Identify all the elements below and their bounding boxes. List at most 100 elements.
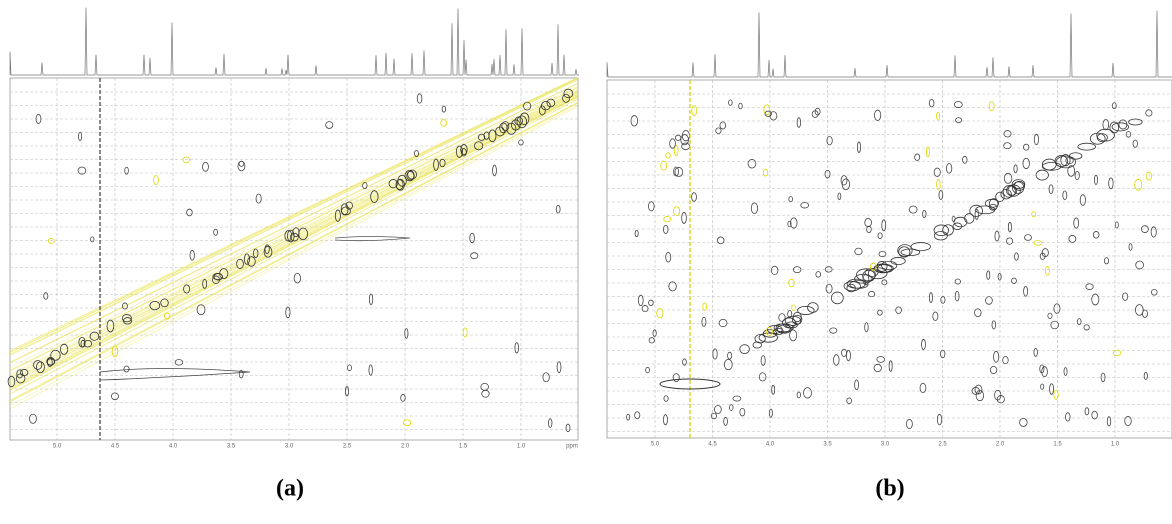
- x-tick-label: 1.0: [1111, 442, 1120, 448]
- cross-peak: [919, 382, 927, 394]
- cross-peak: [189, 250, 195, 261]
- diagonal-peak: [1077, 142, 1097, 151]
- cross-peak: [212, 275, 220, 284]
- x-tick-label: 1.5: [459, 444, 468, 450]
- cross-peak: [1084, 407, 1090, 416]
- diagonal-peak: [873, 263, 893, 274]
- cross-peak: [634, 229, 639, 238]
- diagonal-peak: [797, 305, 815, 315]
- diagonal-peak: [433, 158, 439, 171]
- cross-peak: [77, 166, 87, 175]
- diagonal-peak: [562, 93, 570, 103]
- cross-peak: [763, 104, 771, 116]
- cross-peak: [674, 167, 684, 177]
- diagonal-peak: [1096, 128, 1115, 142]
- cross-peak: [1024, 234, 1032, 241]
- cross-peak: [908, 205, 918, 214]
- cross-peak: [768, 408, 773, 418]
- contour: [99, 368, 251, 381]
- diagonal-peak: [121, 314, 132, 323]
- cross-peak: [682, 358, 687, 366]
- x-tick-label: 4.0: [766, 442, 775, 448]
- cross-peak: [1053, 389, 1059, 400]
- cross-peak: [1150, 226, 1157, 238]
- diagonal-peak: [236, 258, 244, 269]
- cross-peak: [914, 153, 921, 161]
- cross-peak: [665, 252, 672, 263]
- cross-peak: [1145, 109, 1153, 117]
- cross-peak: [1108, 177, 1114, 190]
- diagonal-peak: [460, 144, 468, 156]
- diagonal-peak: [807, 302, 819, 313]
- cross-peak: [1003, 142, 1012, 150]
- panel-caption: (a): [276, 476, 304, 502]
- diagonal-peak: [183, 284, 191, 294]
- diagonal-peak: [16, 369, 24, 379]
- cross-peak: [480, 382, 489, 391]
- cross-peak: [440, 119, 448, 127]
- diagonal-contour: [9, 104, 579, 406]
- x-tick-label: 2.5: [343, 444, 352, 450]
- diagonal-peak: [439, 158, 446, 168]
- cross-peak: [1033, 133, 1040, 146]
- cross-peak: [1150, 288, 1158, 296]
- cross-peak: [325, 121, 334, 129]
- diagonal-peak: [264, 244, 270, 254]
- diagonal-contour: [9, 102, 579, 402]
- cross-peak: [1132, 139, 1138, 148]
- cross-peak: [877, 232, 883, 240]
- diagonal-peak: [334, 209, 341, 222]
- cross-peak: [932, 311, 939, 321]
- cross-peak: [926, 146, 930, 158]
- cross-peak: [862, 273, 870, 286]
- x-tick-label: 5.0: [651, 442, 660, 448]
- cross-peak: [1047, 312, 1053, 319]
- cross-peak: [1073, 217, 1080, 229]
- cross-peak: [1091, 293, 1100, 306]
- cross-peak: [953, 100, 963, 109]
- cross-peak: [1122, 292, 1129, 301]
- diagonal-peak: [395, 178, 405, 191]
- x-tick-label: 1.0: [517, 444, 526, 450]
- cross-peak: [1031, 211, 1037, 218]
- diagonal-peak: [89, 331, 100, 341]
- cross-peak: [974, 308, 982, 318]
- diagonal-peak: [1111, 122, 1130, 132]
- cross-peak: [1134, 178, 1143, 191]
- cross-peak: [681, 142, 691, 151]
- cross-peak: [854, 379, 860, 391]
- cross-peak: [691, 192, 697, 202]
- cross-peak: [645, 366, 650, 374]
- cross-peak: [1068, 235, 1077, 243]
- diagonal-peak: [370, 190, 379, 203]
- cross-peak: [1033, 239, 1043, 246]
- cross-peak: [951, 215, 956, 222]
- diagonal-contour: [9, 82, 579, 363]
- diagonal-contour: [9, 94, 579, 386]
- diagonal-contour: [9, 106, 579, 410]
- diagonal-peak: [1054, 155, 1068, 167]
- diagonal-peak: [149, 300, 161, 311]
- cross-peak: [929, 292, 933, 303]
- cross-peak: [1050, 320, 1059, 330]
- cross-peak: [29, 413, 37, 424]
- cross-peak: [1143, 371, 1148, 380]
- cross-peak: [43, 292, 49, 300]
- diagonal-peak: [898, 246, 911, 258]
- cross-peak: [556, 361, 562, 373]
- cross-peak: [938, 190, 944, 200]
- cross-peak: [881, 219, 887, 232]
- cross-peak: [921, 338, 926, 350]
- cross-peak: [542, 372, 550, 383]
- diagonal-contour: [9, 85, 579, 368]
- cross-peak: [1065, 412, 1071, 422]
- diagonal-peak: [846, 278, 866, 289]
- diagonal-peak: [160, 298, 169, 308]
- diagonal-peak: [47, 357, 53, 368]
- diagonal-peak: [406, 171, 415, 181]
- cross-peak: [182, 156, 191, 164]
- cross-peak: [1102, 119, 1110, 131]
- cross-peak: [1041, 366, 1048, 378]
- cross-peak: [922, 209, 927, 219]
- diagonal-contour: [9, 89, 579, 375]
